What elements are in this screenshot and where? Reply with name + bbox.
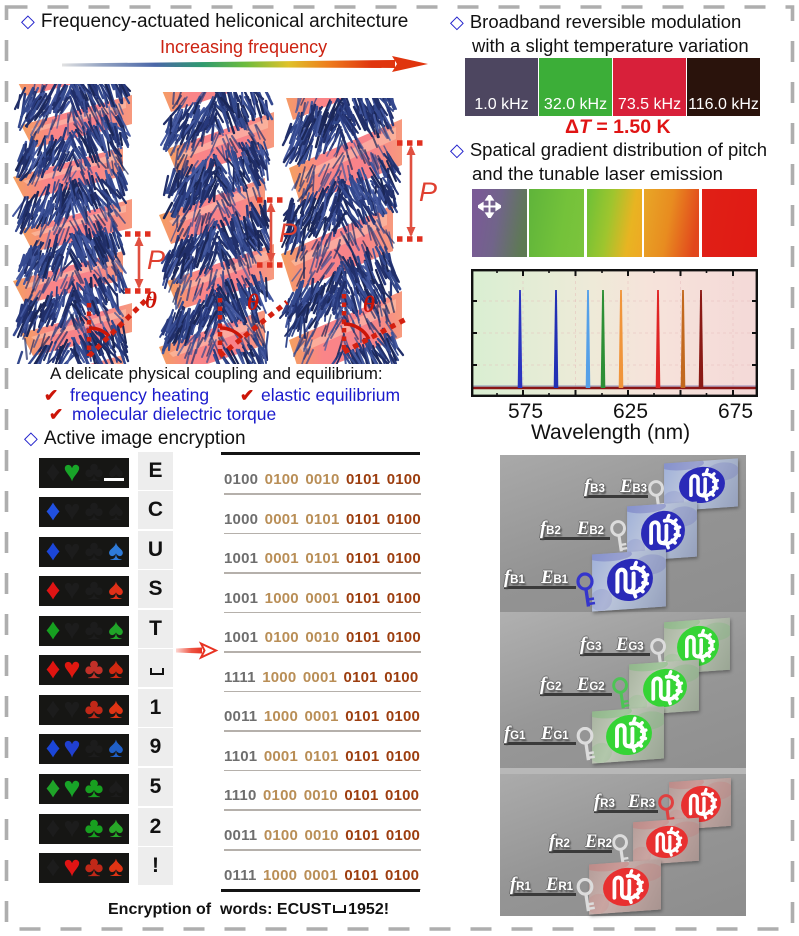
svg-text:P: P	[147, 245, 165, 275]
svg-text:θ: θ	[363, 292, 375, 317]
svg-text:P: P	[419, 177, 437, 207]
svg-text:θ: θ	[247, 290, 259, 315]
svg-text:θ: θ	[145, 288, 157, 313]
svg-text:P: P	[279, 218, 297, 248]
